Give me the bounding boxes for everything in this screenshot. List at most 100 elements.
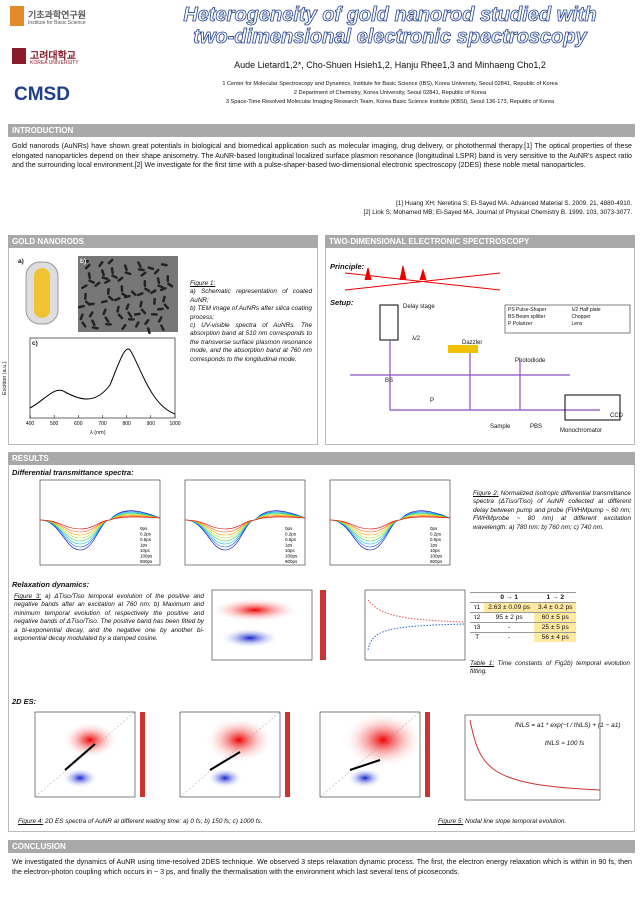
positive-trace — [367, 599, 466, 623]
tem-rod — [113, 297, 121, 302]
positive-band — [210, 598, 300, 622]
colorbar — [320, 590, 326, 660]
tem-rod — [117, 313, 124, 320]
spectrum-curve — [39, 516, 161, 530]
spectrum-curve — [39, 511, 161, 548]
section-bar: CONCLUSION — [8, 840, 635, 853]
legend-label: 0.2ps — [430, 532, 442, 537]
fig4-caption: Figure 4: 2D ES spectra of AuNR at diffe… — [18, 818, 263, 825]
legend-label: 100ps — [285, 554, 298, 559]
beam-path — [350, 340, 600, 411]
section-bar: INTRODUCTION — [8, 124, 635, 137]
tem-rod — [127, 318, 135, 321]
logo-text: Institute for Basic Science — [28, 20, 86, 26]
tem-rod — [123, 294, 131, 299]
tem-rod — [160, 324, 165, 331]
setup-label: Dazzler — [462, 340, 483, 346]
setup-label: CCD — [610, 413, 623, 419]
nodal-line — [64, 743, 96, 771]
fig3-caption: Figure 3: a) ΔTiso/Tiso temporal evoluti… — [14, 593, 204, 643]
spectrum-curve — [184, 513, 306, 542]
tem-rod — [136, 292, 144, 297]
legend-label: 1ps — [140, 543, 148, 548]
fig4-panels — [34, 711, 430, 798]
spectrum-curve — [39, 512, 161, 545]
nodal-line — [209, 751, 241, 771]
x-tick-label: 700 — [98, 421, 107, 427]
section-bar: TWO-DIMENSIONAL ELECTRONIC SPECTROSCOPY — [325, 235, 635, 248]
tem-rod — [79, 313, 84, 321]
spectrum-curve — [184, 512, 306, 545]
positive-peak — [205, 717, 273, 763]
setup-label: Monochromator — [560, 428, 603, 434]
nls-frame — [464, 714, 601, 801]
tem-rod — [104, 323, 112, 326]
tem-rod — [153, 268, 160, 275]
diagonal — [179, 711, 281, 798]
panel-frame — [184, 479, 306, 566]
tem-rod — [147, 266, 155, 271]
spectrum-curve — [39, 510, 161, 551]
tem-rod — [150, 289, 157, 295]
tem-rod — [87, 302, 95, 306]
negative-peak — [62, 768, 98, 788]
logo-text: CMSD — [14, 84, 70, 105]
legend-label: 0.2ps — [285, 532, 297, 537]
legend-label: 100ps — [430, 554, 443, 559]
negative-trace — [367, 623, 466, 651]
logo-text: 기초과학연구원 — [28, 10, 86, 20]
spectrum-curve — [39, 514, 161, 536]
intro-text: Gold nanorods (AuNRs) have shown great p… — [12, 142, 632, 170]
tem-rod — [167, 282, 174, 288]
formula: fNLS = a1 * exp(−t / tNLS) + (1 − a1) — [515, 722, 621, 729]
x-tick-label: 600 — [74, 421, 83, 427]
legend-label: 0ps — [140, 526, 148, 531]
section-bar: GOLD NANORODS — [8, 235, 318, 248]
setup-label: Delay stage — [403, 304, 435, 310]
x-tick-label: 900 — [147, 421, 156, 427]
tem-rod — [87, 272, 92, 280]
references: [1] Huang XH; Neretina S; El-Sayed MA. A… — [363, 200, 632, 216]
legend-label: 0ps — [430, 526, 438, 531]
tem-rod — [91, 326, 99, 330]
tem-rod — [101, 276, 109, 281]
tem-rod — [124, 271, 132, 276]
nls-fit — [469, 719, 601, 791]
subheading: Principle: — [330, 262, 365, 271]
legend-box — [504, 304, 631, 334]
tem-rod — [159, 287, 167, 292]
spectrum-curve — [184, 514, 306, 539]
formula: tNLS ≈ 100 fs — [545, 740, 585, 747]
legend-label: 900ps — [430, 559, 443, 564]
tem-rod — [140, 308, 147, 315]
tem-rod — [83, 292, 87, 300]
tem-rod — [81, 321, 87, 328]
spectrum-curve — [329, 511, 451, 548]
tem-rod — [137, 261, 142, 268]
tem-rod — [156, 277, 161, 285]
dazzler — [448, 345, 478, 353]
tem-rod — [143, 280, 147, 288]
fig5-caption: Figure 5: Nodal line slope temporal evol… — [438, 818, 567, 825]
setup-legend: PS Pulse-Shaper BS Beam splitter P Polariz… — [508, 307, 601, 327]
tem-rod — [123, 264, 128, 272]
beam — [344, 272, 501, 291]
tem-rod — [100, 299, 108, 304]
rod-core — [34, 268, 50, 318]
setup-label: λ/2 — [412, 336, 421, 342]
tem-rod — [144, 287, 151, 293]
tem-rod — [102, 308, 107, 316]
colorbar — [285, 712, 290, 797]
tem-rod — [125, 303, 130, 311]
spectrum-curve — [329, 512, 451, 545]
spectrum-curve — [184, 510, 306, 551]
tem-rod — [140, 271, 147, 277]
colorbar — [425, 712, 430, 797]
tem-rod — [137, 268, 145, 272]
spectrum-curve — [184, 511, 306, 548]
setup-label: Sample — [490, 424, 511, 430]
legend-label: 900ps — [285, 559, 298, 564]
tem-rod — [157, 284, 165, 289]
